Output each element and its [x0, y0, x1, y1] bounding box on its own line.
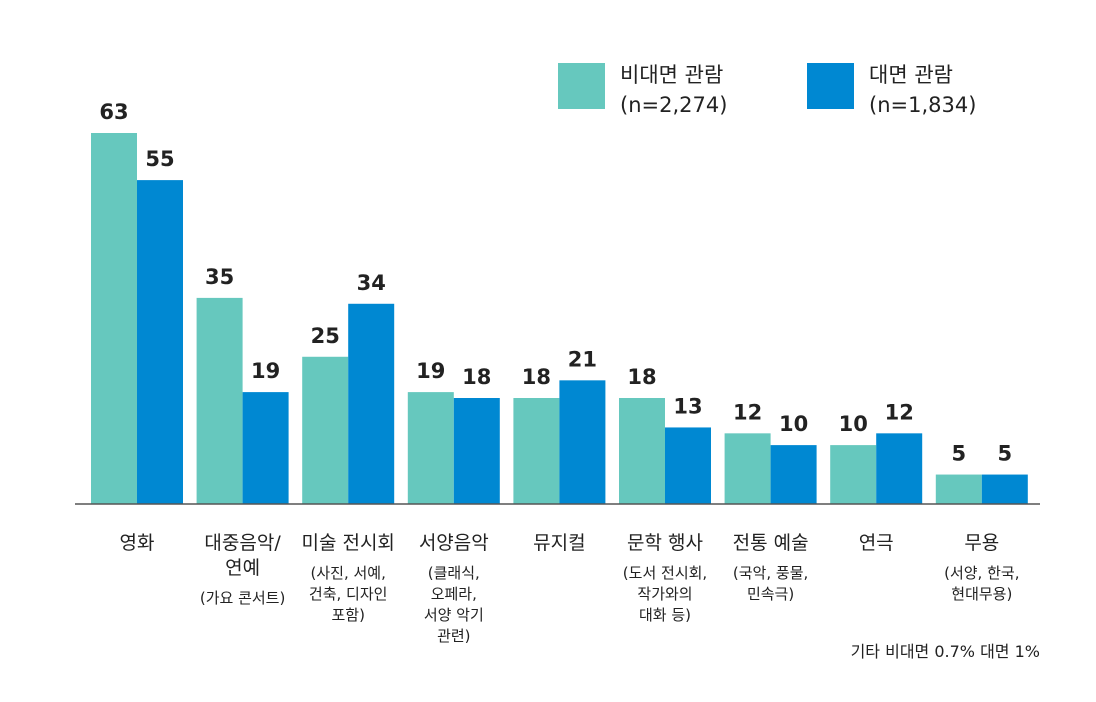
value-label-face-1: 19	[251, 359, 280, 383]
bar-nonface-7	[830, 445, 877, 504]
value-label-nonface-2: 25	[311, 324, 340, 348]
category-note-6-0: (국악, 풍물,	[733, 564, 808, 582]
category-note-3-3: 관련)	[437, 627, 470, 645]
category-label-7: 연극	[859, 532, 894, 554]
value-label-face-6: 10	[779, 412, 808, 436]
legend: 비대면 관람 (n=2,274) 대면 관람 (n=1,834)	[558, 63, 976, 117]
category-note-5-0: (도서 전시회,	[623, 564, 707, 582]
legend-label-face: 대면 관람	[869, 63, 953, 87]
bar-nonface-3	[407, 392, 454, 504]
bars-group	[91, 133, 1028, 504]
category-note-3-0: (클래식,	[428, 564, 480, 582]
footnote: 기타 비대면 0.7% 대면 1%	[851, 642, 1040, 661]
category-note-2-0: (사진, 서예,	[311, 564, 386, 582]
bar-nonface-6	[724, 433, 771, 504]
category-note-2-2: 포함)	[331, 606, 364, 624]
legend-swatch-face	[807, 63, 854, 109]
bar-face-8	[981, 474, 1028, 504]
category-note-8-0: (서양, 한국,	[944, 564, 1019, 582]
bar-nonface-2	[302, 356, 349, 504]
category-label-6: 전통 예술	[733, 532, 809, 554]
value-label-face-0: 55	[145, 147, 174, 171]
category-label-1-1: 연예	[225, 557, 260, 579]
category-label-2: 미술 전시회	[301, 532, 394, 554]
value-label-nonface-1: 35	[205, 265, 234, 289]
value-label-face-8: 5	[997, 442, 1012, 466]
bar-face-4	[559, 380, 606, 504]
category-note-6-1: 민속극)	[747, 585, 794, 603]
category-note-5-1: 작가와의	[637, 585, 692, 603]
category-note-8-1: 현대무용)	[951, 585, 1012, 603]
category-note-3-2: 서양 악기	[424, 606, 484, 624]
category-label-5: 문학 행사	[627, 532, 703, 554]
value-label-nonface-8: 5	[951, 442, 966, 466]
bar-nonface-8	[935, 474, 982, 504]
category-label-3: 서양음악	[419, 532, 489, 554]
value-label-face-7: 12	[885, 400, 914, 424]
bar-nonface-4	[513, 398, 560, 504]
value-label-face-4: 21	[568, 347, 597, 371]
legend-swatch-nonface	[558, 63, 605, 109]
value-label-face-3: 18	[462, 365, 491, 389]
bar-face-6	[770, 445, 817, 504]
value-label-nonface-0: 63	[99, 100, 128, 124]
bar-nonface-5	[619, 398, 665, 504]
value-label-nonface-4: 18	[522, 365, 551, 389]
category-label-0: 영화	[120, 532, 155, 554]
bar-face-7	[876, 433, 923, 504]
value-label-nonface-7: 10	[839, 412, 868, 436]
bar-nonface-1	[196, 297, 243, 504]
legend-n-face: (n=1,834)	[869, 93, 976, 117]
category-label-1: 대중음악/	[204, 532, 281, 554]
bar-face-0	[137, 180, 183, 504]
legend-label-nonface: 비대면 관람	[620, 63, 723, 87]
category-note-3-1: 오페라,	[431, 585, 477, 603]
category-note-5-2: 대화 등)	[639, 606, 691, 624]
category-note-1-0: (가요 콘서트)	[200, 589, 285, 607]
bar-face-5	[665, 427, 711, 504]
bar-face-3	[453, 398, 500, 504]
bar-face-1	[242, 392, 289, 504]
legend-n-nonface: (n=2,274)	[620, 93, 727, 117]
value-label-nonface-6: 12	[733, 400, 762, 424]
category-label-4: 뮤지컬	[533, 532, 585, 554]
bar-face-2	[348, 303, 395, 504]
category-label-8: 무용	[964, 532, 999, 554]
category-note-2-1: 건축, 디자인	[309, 585, 388, 603]
value-label-face-2: 34	[357, 271, 386, 295]
value-label-nonface-5: 18	[627, 365, 656, 389]
value-label-face-5: 13	[673, 394, 702, 418]
value-label-nonface-3: 19	[416, 359, 445, 383]
bar-nonface-0	[91, 133, 137, 504]
